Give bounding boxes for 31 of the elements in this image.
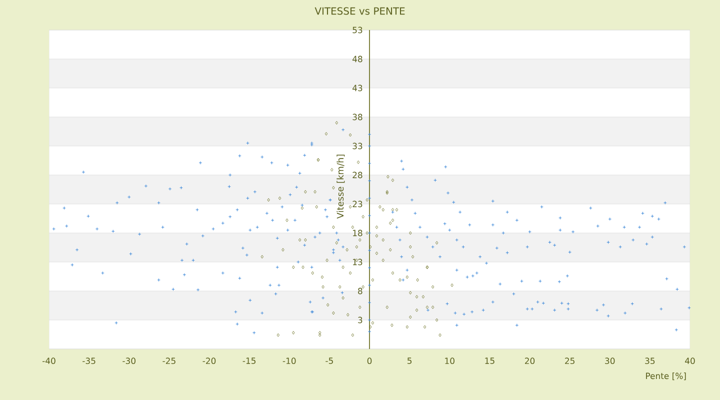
x-tick-label: 25	[565, 358, 574, 364]
y-tick-label: 28	[352, 172, 362, 178]
chart-title: VITESSE vs PENTE	[314, 7, 405, 15]
y-tick-label: 8	[358, 288, 362, 294]
x-tick-label: -20	[202, 358, 216, 364]
y-tick-label: 3	[358, 316, 362, 324]
x-tick-label: -10	[282, 358, 296, 364]
x-tick-label: -30	[122, 358, 136, 364]
y-tick-label: 23	[352, 200, 362, 208]
y-tick-label: 43	[352, 84, 362, 92]
x-tick-label: -25	[162, 358, 176, 364]
x-tick-label: 20	[524, 358, 535, 364]
y-tick-label: 53	[352, 26, 362, 34]
y-tick-label: 48	[352, 56, 362, 62]
x-tick-label: 30	[605, 358, 615, 364]
x-tick-label: 40	[685, 358, 695, 364]
x-tick-label: 15	[485, 358, 494, 364]
y-axis-title: Vitesse [km/h]	[336, 154, 345, 219]
x-tick-label: -35	[82, 358, 96, 364]
x-tick-label: 5	[408, 358, 412, 364]
x-tick-label: -40	[42, 358, 56, 364]
x-tick-label: -15	[242, 358, 256, 364]
x-tick-label: -5	[326, 358, 333, 364]
x-tick-label: 35	[645, 358, 655, 364]
x-axis-title: Pente [%]	[646, 372, 686, 380]
y-tick-label: 38	[352, 114, 362, 120]
y-tick-label: 18	[353, 230, 362, 236]
x-tick-label: 10	[445, 358, 454, 364]
y-tick-label: 13	[353, 258, 362, 266]
y-tick-label: 33	[352, 142, 362, 150]
x-tick-label: 0	[367, 358, 372, 364]
